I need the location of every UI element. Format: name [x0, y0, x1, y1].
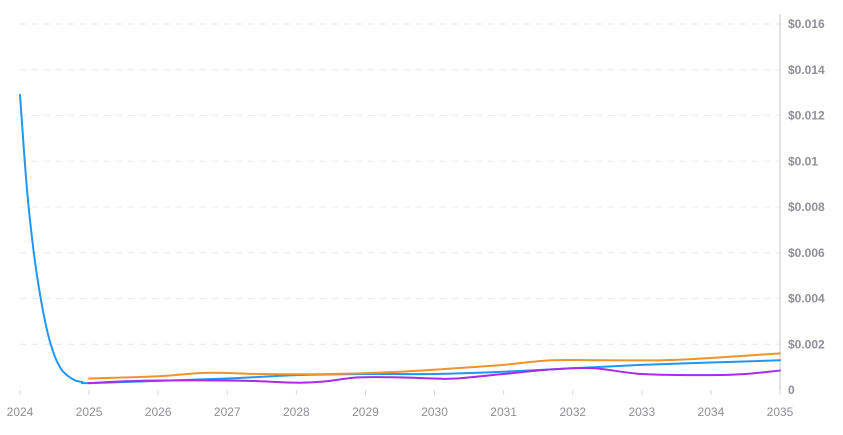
y-tick-label: $0.014 [788, 63, 825, 77]
x-tick-label: 2029 [352, 405, 379, 419]
x-tick-label: 2030 [421, 405, 448, 419]
series-line-3 [88, 366, 781, 385]
y-tick-label: $0.016 [788, 17, 825, 31]
gridlines [20, 23, 780, 345]
y-tick-label: $0.006 [788, 246, 825, 260]
x-tick-label: 2027 [214, 405, 241, 419]
x-tick-label: 2024 [7, 405, 34, 419]
x-tick-label: 2032 [559, 405, 586, 419]
y-tick-label: 0 [788, 383, 795, 397]
x-tick-label: 2034 [698, 405, 725, 419]
x-tick-label: 2031 [490, 405, 517, 419]
y-tick-label: $0.01 [788, 154, 818, 168]
series-line-2 [88, 352, 781, 380]
y-tick-label: $0.002 [788, 337, 825, 351]
tick-labels: $0.016 $0.014 $0.012 $0.01 $0.008 $0.006 $0.00… [7, 17, 825, 419]
y-tick-label: $0.008 [788, 200, 825, 214]
series-line-1 [19, 93, 781, 385]
x-tick-label: 2028 [283, 405, 310, 419]
axes [19, 14, 781, 395]
y-tick-label: $0.012 [788, 109, 825, 123]
x-tick-label: 2035 [767, 405, 794, 419]
x-tick-label: 2033 [628, 405, 655, 419]
x-tick-label: 2026 [145, 405, 172, 419]
x-tick-label: 2025 [76, 405, 103, 419]
series-lines [19, 93, 781, 385]
y-tick-label: $0.004 [788, 292, 825, 306]
